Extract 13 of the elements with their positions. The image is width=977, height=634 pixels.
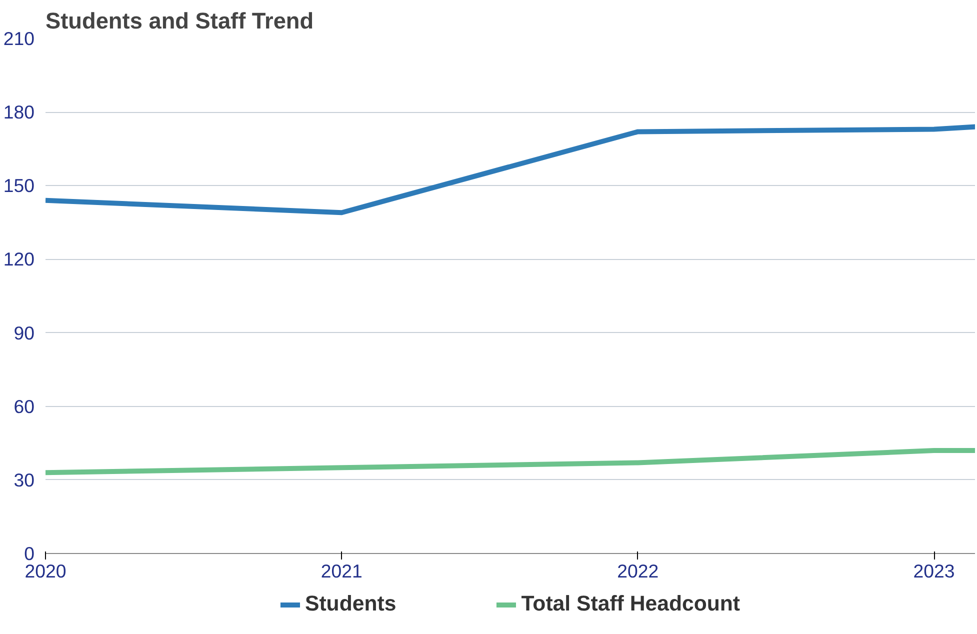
y-tick-label: 30 bbox=[14, 469, 35, 490]
x-tick-label: 2022 bbox=[617, 560, 659, 582]
x-tick-label: 2021 bbox=[320, 560, 362, 582]
legend-label: Students bbox=[304, 592, 396, 616]
y-tick-label: 120 bbox=[3, 248, 35, 270]
y-tick-label: 210 bbox=[3, 28, 35, 49]
x-tick-label: 2023 bbox=[913, 560, 955, 582]
chart-title: Students and Staff Trend bbox=[46, 8, 314, 34]
legend-label: Total Staff Headcount bbox=[521, 592, 740, 616]
y-tick-label: 150 bbox=[3, 175, 35, 196]
y-tick-label: 90 bbox=[14, 322, 35, 344]
y-tick-label: 60 bbox=[14, 396, 35, 417]
y-tick-label: 180 bbox=[3, 102, 35, 123]
